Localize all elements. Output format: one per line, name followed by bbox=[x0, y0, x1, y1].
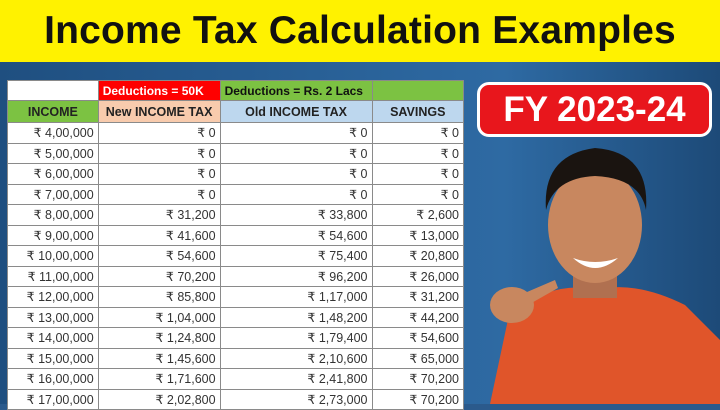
fiscal-year-badge: FY 2023-24 bbox=[477, 82, 712, 137]
old-tax-cell: ₹ 75,400 bbox=[219, 245, 373, 267]
new-tax-cell: ₹ 1,45,600 bbox=[97, 347, 221, 369]
group-header-blank bbox=[7, 80, 99, 101]
presenter-smile bbox=[573, 258, 618, 268]
old-tax-cell: ₹ 0 bbox=[219, 163, 373, 185]
new-tax-cell: ₹ 1,71,600 bbox=[97, 368, 221, 390]
table-row: ₹ 13,00,000 ₹ 1,04,000 ₹ 1,48,200 ₹ 44,200 bbox=[7, 306, 464, 328]
savings-cell: ₹ 0 bbox=[371, 183, 464, 205]
income-cell: ₹ 14,00,000 bbox=[7, 327, 99, 349]
table-row: ₹ 7,00,000 ₹ 0 ₹ 0 ₹ 0 bbox=[7, 183, 464, 205]
table-row: ₹ 12,00,000 ₹ 85,800 ₹ 1,17,000 ₹ 31,200 bbox=[7, 286, 464, 308]
savings-cell: ₹ 44,200 bbox=[371, 306, 464, 328]
table-row: ₹ 9,00,000 ₹ 41,600 ₹ 54,600 ₹ 13,000 bbox=[7, 224, 464, 246]
new-tax-cell: ₹ 1,04,000 bbox=[97, 306, 221, 328]
income-cell: ₹ 16,00,000 bbox=[7, 368, 99, 390]
savings-cell: ₹ 65,000 bbox=[371, 347, 464, 369]
new-tax-cell: ₹ 0 bbox=[97, 122, 221, 144]
savings-cell: ₹ 0 bbox=[371, 142, 464, 164]
column-header-income: INCOME bbox=[7, 100, 99, 123]
column-header-savings: SAVINGS bbox=[371, 100, 464, 123]
column-header-row: INCOME New INCOME TAX Old INCOME TAX SAV… bbox=[7, 100, 464, 123]
new-tax-cell: ₹ 0 bbox=[97, 163, 221, 185]
old-tax-cell: ₹ 1,48,200 bbox=[219, 306, 373, 328]
income-cell: ₹ 13,00,000 bbox=[7, 306, 99, 328]
column-header-old-tax: Old INCOME TAX bbox=[219, 100, 373, 123]
new-tax-cell: ₹ 85,800 bbox=[97, 286, 221, 308]
table-row: ₹ 5,00,000 ₹ 0 ₹ 0 ₹ 0 bbox=[7, 142, 464, 164]
old-tax-cell: ₹ 0 bbox=[219, 122, 373, 144]
table-row: ₹ 16,00,000 ₹ 1,71,600 ₹ 2,41,800 ₹ 70,200 bbox=[7, 368, 464, 390]
presenter-face bbox=[548, 167, 642, 283]
table-row: ₹ 17,00,000 ₹ 2,02,800 ₹ 2,73,000 ₹ 70,200 bbox=[7, 388, 464, 410]
old-tax-cell: ₹ 96,200 bbox=[219, 265, 373, 287]
old-tax-cell: ₹ 33,800 bbox=[219, 204, 373, 226]
table-row: ₹ 14,00,000 ₹ 1,24,800 ₹ 1,79,400 ₹ 54,600 bbox=[7, 327, 464, 349]
savings-cell: ₹ 70,200 bbox=[371, 368, 464, 390]
new-tax-cell: ₹ 0 bbox=[97, 142, 221, 164]
new-tax-cell: ₹ 70,200 bbox=[97, 265, 221, 287]
new-tax-cell: ₹ 2,02,800 bbox=[97, 388, 221, 410]
group-header-row: Deductions = 50K Deductions = Rs. 2 Lacs bbox=[7, 80, 464, 101]
group-header-blank-2 bbox=[371, 80, 464, 101]
tax-comparison-table: Deductions = 50K Deductions = Rs. 2 Lacs… bbox=[7, 80, 464, 410]
old-regime-deductions-label: Deductions = Rs. 2 Lacs bbox=[219, 80, 373, 101]
old-tax-cell: ₹ 0 bbox=[219, 142, 373, 164]
savings-cell: ₹ 0 bbox=[371, 163, 464, 185]
savings-cell: ₹ 0 bbox=[371, 122, 464, 144]
income-cell: ₹ 5,00,000 bbox=[7, 142, 99, 164]
old-tax-cell: ₹ 54,600 bbox=[219, 224, 373, 246]
income-cell: ₹ 12,00,000 bbox=[7, 286, 99, 308]
income-cell: ₹ 7,00,000 bbox=[7, 183, 99, 205]
savings-cell: ₹ 13,000 bbox=[371, 224, 464, 246]
income-cell: ₹ 10,00,000 bbox=[7, 245, 99, 267]
income-cell: ₹ 11,00,000 bbox=[7, 265, 99, 287]
income-cell: ₹ 9,00,000 bbox=[7, 224, 99, 246]
income-cell: ₹ 4,00,000 bbox=[7, 122, 99, 144]
presenter-shirt bbox=[490, 287, 720, 404]
column-header-new-tax: New INCOME TAX bbox=[97, 100, 221, 123]
old-tax-cell: ₹ 1,17,000 bbox=[219, 286, 373, 308]
savings-cell: ₹ 54,600 bbox=[371, 327, 464, 349]
table-row: ₹ 11,00,000 ₹ 70,200 ₹ 96,200 ₹ 26,000 bbox=[7, 265, 464, 287]
income-cell: ₹ 15,00,000 bbox=[7, 347, 99, 369]
new-tax-cell: ₹ 41,600 bbox=[97, 224, 221, 246]
table-row: ₹ 10,00,000 ₹ 54,600 ₹ 75,400 ₹ 20,800 bbox=[7, 245, 464, 267]
presenter-photo bbox=[490, 148, 720, 404]
table-row: ₹ 6,00,000 ₹ 0 ₹ 0 ₹ 0 bbox=[7, 163, 464, 185]
pointing-finger bbox=[520, 280, 558, 305]
new-tax-cell: ₹ 0 bbox=[97, 183, 221, 205]
old-tax-cell: ₹ 2,73,000 bbox=[219, 388, 373, 410]
savings-cell: ₹ 20,800 bbox=[371, 245, 464, 267]
new-regime-deductions-label: Deductions = 50K bbox=[97, 80, 221, 101]
income-cell: ₹ 8,00,000 bbox=[7, 204, 99, 226]
old-tax-cell: ₹ 1,79,400 bbox=[219, 327, 373, 349]
new-tax-cell: ₹ 31,200 bbox=[97, 204, 221, 226]
old-tax-cell: ₹ 0 bbox=[219, 183, 373, 205]
savings-cell: ₹ 70,200 bbox=[371, 388, 464, 410]
old-tax-cell: ₹ 2,10,600 bbox=[219, 347, 373, 369]
savings-cell: ₹ 31,200 bbox=[371, 286, 464, 308]
table-row: ₹ 4,00,000 ₹ 0 ₹ 0 ₹ 0 bbox=[7, 122, 464, 144]
new-tax-cell: ₹ 54,600 bbox=[97, 245, 221, 267]
thumbnail-title: Income Tax Calculation Examples bbox=[0, 0, 720, 62]
table-row: ₹ 15,00,000 ₹ 1,45,600 ₹ 2,10,600 ₹ 65,000 bbox=[7, 347, 464, 369]
savings-cell: ₹ 2,600 bbox=[371, 204, 464, 226]
table-row: ₹ 8,00,000 ₹ 31,200 ₹ 33,800 ₹ 2,600 bbox=[7, 204, 464, 226]
old-tax-cell: ₹ 2,41,800 bbox=[219, 368, 373, 390]
new-tax-cell: ₹ 1,24,800 bbox=[97, 327, 221, 349]
income-cell: ₹ 17,00,000 bbox=[7, 388, 99, 410]
presenter-hair bbox=[545, 148, 647, 210]
savings-cell: ₹ 26,000 bbox=[371, 265, 464, 287]
income-cell: ₹ 6,00,000 bbox=[7, 163, 99, 185]
